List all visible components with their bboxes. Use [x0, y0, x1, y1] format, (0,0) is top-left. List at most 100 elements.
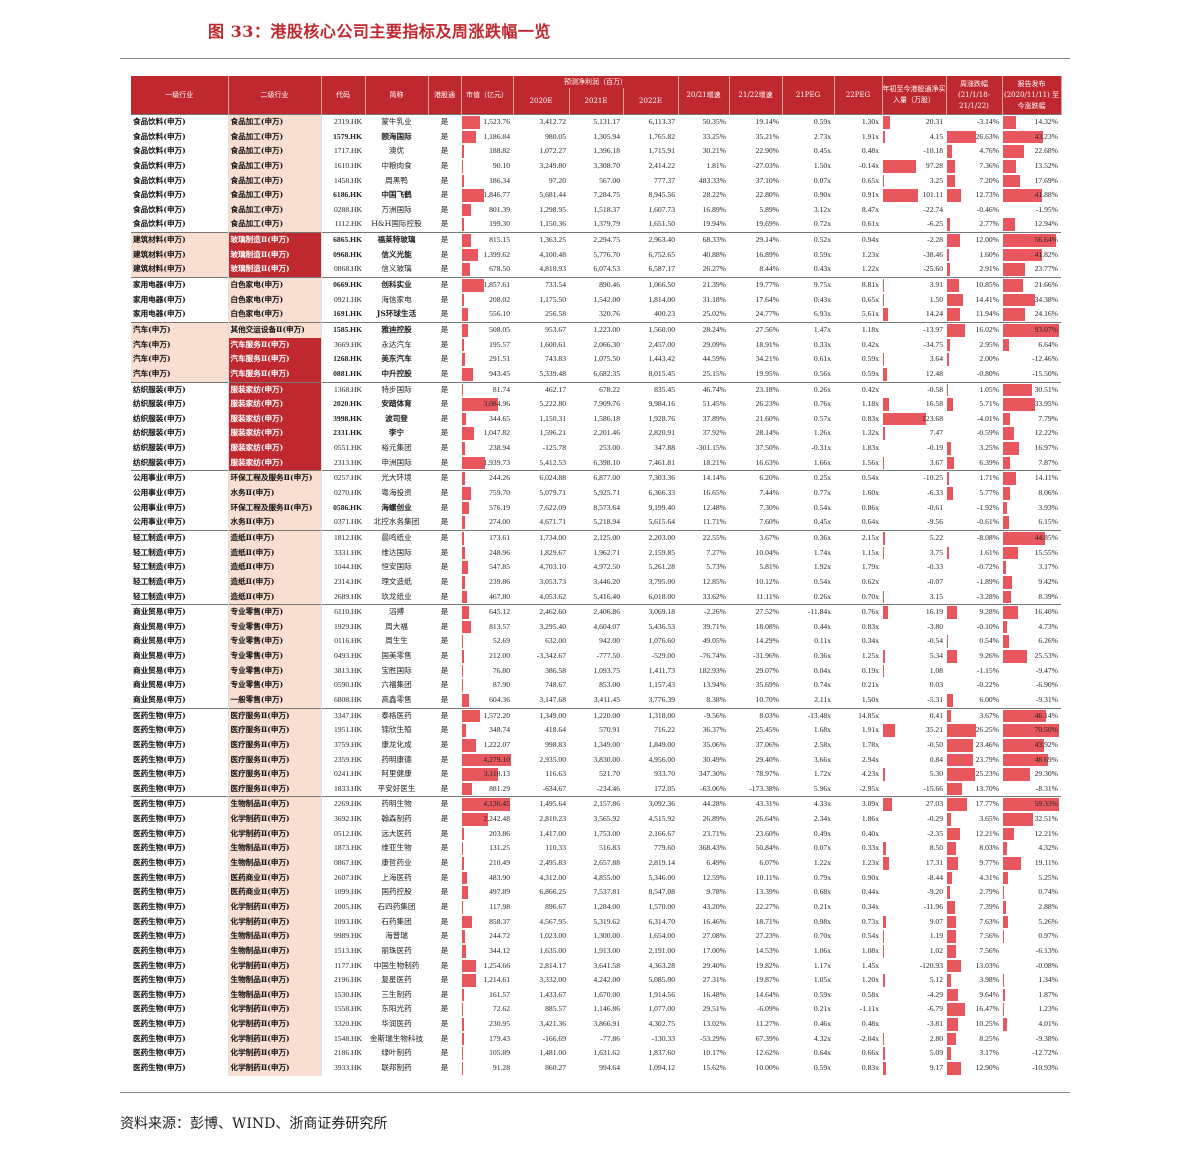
ytd-change-value: 15.55%: [1034, 547, 1059, 557]
stock-name: 永达汽车: [381, 339, 412, 349]
table-row: 医药生物(申万) 生物制品Ⅱ(申万) 1513.HK 丽珠医药是 344.12 1,635…: [131, 943, 1061, 959]
market-cap-bar: [462, 915, 472, 929]
hk-connect: 是: [440, 591, 449, 601]
market-cap-bar: [462, 442, 465, 455]
growth-2122: 27.56%: [729, 321, 783, 338]
market-cap: 117.98: [461, 900, 513, 915]
week-change-value: 5.71%: [979, 399, 1000, 409]
ytd-change: 23.77%: [1002, 262, 1061, 277]
week-change: 8.03%: [946, 841, 1002, 856]
growth-2122: 14.29%: [755, 636, 780, 646]
market-cap: 3,084.96: [461, 397, 513, 412]
industry-level1: 汽车(申万): [131, 321, 228, 338]
week-change-value: 10.85%: [975, 280, 1000, 290]
week-change-bar: [947, 886, 951, 899]
peg-22: 1.83x: [861, 443, 880, 453]
growth-2021: 8.38%: [706, 694, 727, 704]
peg-21: 0.59x: [782, 113, 835, 130]
ytd-change-value: 46.14%: [1034, 710, 1059, 720]
ytd-change-value: 14.11%: [1034, 473, 1059, 483]
market-cap: 4,136.45: [461, 796, 513, 813]
stock-code: 1579.HK: [333, 131, 362, 141]
profit-2022e: 4,956.00: [648, 754, 676, 764]
header-flow: 年初至今港股通净买入量（万股）: [882, 76, 947, 115]
peg-22: 1.18x: [861, 399, 880, 409]
stock-code: 3692.HK: [333, 814, 362, 824]
stock-name: 金斯瑞生物科技: [369, 1033, 424, 1043]
market-cap-value: 230.95: [489, 1019, 510, 1029]
market-cap: 238.94: [461, 441, 513, 456]
industry-level1: 医药生物(申万): [131, 796, 228, 813]
growth-2021: 44.59%: [702, 354, 727, 364]
table-row: 医药生物(申万) 化学制药Ⅱ(申万) 2005.HK 石四药集团是 117.98 896.…: [131, 899, 1061, 915]
market-cap: 467.80: [461, 590, 513, 605]
hk-net-buy-bar: [883, 724, 896, 737]
market-cap: 131.25: [461, 841, 513, 856]
header-g2021: 20/21增速: [678, 76, 730, 115]
week-change-value: -0.61%: [976, 517, 1000, 527]
peg-21: 0.36x: [813, 651, 832, 661]
hk-net-buy-bar: [883, 116, 891, 129]
stock-name: 恒安国际: [381, 562, 412, 572]
peg-21: -0.31x: [811, 443, 832, 453]
hk-net-buy: -38.46: [882, 248, 946, 263]
market-cap-value: 117.98: [489, 901, 510, 911]
week-change: 3.65%: [946, 812, 1002, 827]
industry-level2: 化学制药Ⅱ(申万): [227, 958, 322, 974]
market-cap-bar: [462, 472, 465, 486]
table-row: 纺织服装(申万) 服装家纺(申万) 2020.HK 安踏体育是 3,084.96 5,22…: [131, 397, 1061, 412]
growth-2021: 40.88%: [702, 249, 727, 259]
market-cap: 230.95: [461, 1017, 513, 1032]
ytd-change-bar: [1003, 308, 1026, 321]
industry-level2: 医疗服务Ⅱ(申万): [227, 767, 322, 782]
header-p2022: 2022E: [623, 88, 679, 115]
hk-net-buy: -34.75: [882, 338, 946, 353]
ytd-change-value: 3.93%: [1038, 502, 1059, 512]
peg-22: 1.08x: [861, 945, 880, 955]
profit-2022e: 1,157.43: [648, 680, 676, 690]
hk-connect: 是: [440, 502, 449, 512]
week-change: 7.39%: [946, 900, 1002, 915]
stock-code: 2313.HK: [333, 457, 362, 467]
market-cap-value: 91.28: [492, 1063, 510, 1072]
profit-2020e: -166.69: [542, 1033, 566, 1043]
market-cap-bar: [462, 383, 463, 397]
hk-net-buy: 5.30: [882, 767, 946, 782]
market-cap-value: 4,279.10: [483, 754, 510, 764]
market-cap-value: 105.89: [489, 1048, 510, 1058]
industry-level1: 医药生物(申万): [133, 739, 186, 749]
hk-net-buy: -6.79: [882, 1002, 946, 1017]
profit-2022e: 3,795.00: [648, 576, 676, 586]
growth-2122: 19.77%: [729, 277, 783, 293]
stock-code: 1873.HK: [333, 843, 362, 853]
hk-net-buy-bar: [883, 606, 889, 619]
week-change-value: -3.14%: [976, 117, 1000, 126]
industry-level2: 医药商业Ⅱ(申万): [227, 870, 322, 886]
ytd-change: 5.25%: [1002, 871, 1061, 886]
profit-2021e: 1,223.00: [569, 321, 623, 338]
ytd-change-bar: [1003, 590, 1011, 604]
industry-level2: 生物制品Ⅱ(申万): [227, 841, 322, 857]
ytd-change-value: 4.32%: [1038, 843, 1059, 853]
week-change: 12.73%: [946, 188, 1002, 203]
hk-connect: 是: [440, 368, 449, 378]
ytd-change-bar: [1003, 1003, 1005, 1017]
growth-2122: 13.39%: [755, 887, 780, 897]
ytd-change: -9.31%: [1002, 693, 1061, 708]
peg-22: 0.33x: [861, 843, 880, 853]
week-change-value: 23.46%: [975, 739, 1000, 749]
market-cap: 483.90: [461, 871, 513, 886]
profit-2020e: 3,421.36: [539, 1019, 566, 1029]
industry-level2: 食品加工(申万): [227, 113, 322, 130]
market-cap-bar: [462, 620, 472, 634]
growth-2122: 14.53%: [755, 945, 780, 955]
industry-level1: 医药生物(申万): [133, 945, 186, 955]
profit-2020e: 4,703.10: [539, 562, 566, 572]
market-cap: 274.00: [461, 515, 513, 530]
profit-2020e: 632.00: [545, 636, 566, 646]
hk-net-buy: -3.80: [882, 620, 946, 635]
profit-2022e: 6,752.65: [648, 249, 676, 259]
market-cap: 87.90: [461, 678, 513, 693]
market-cap: 1,857.61: [461, 277, 513, 293]
market-cap: 91.28: [461, 1061, 513, 1076]
